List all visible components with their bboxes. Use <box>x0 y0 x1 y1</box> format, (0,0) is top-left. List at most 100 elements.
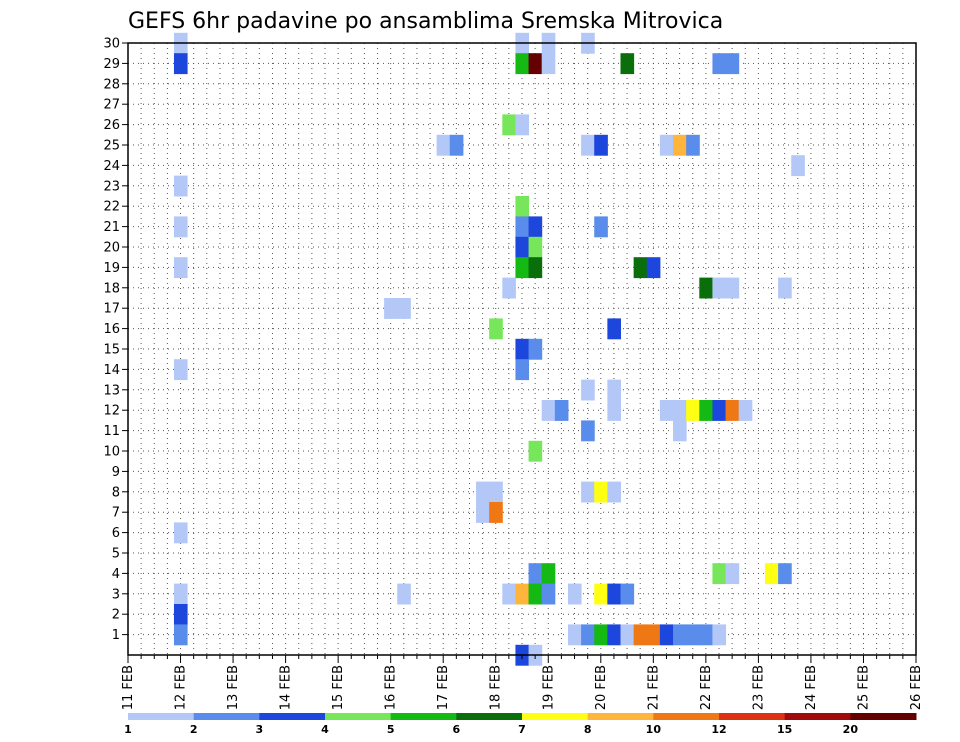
heatmap-cell <box>607 481 621 503</box>
y-tick-label: 16 <box>103 322 120 337</box>
heatmap-cell <box>173 216 188 238</box>
y-tick-label: 4 <box>112 567 120 582</box>
heatmap-cell <box>502 277 516 299</box>
y-tick-label: 25 <box>103 139 120 154</box>
heatmap-cell <box>567 624 582 646</box>
heatmap-cell <box>515 359 530 381</box>
heatmap-cell <box>489 481 503 503</box>
heatmap-cell <box>173 53 188 75</box>
heatmap-cell <box>764 563 779 585</box>
heatmap-cell <box>620 624 635 646</box>
heatmap-cell <box>515 114 530 136</box>
y-tick-label: 19 <box>103 261 120 276</box>
heatmap-cell <box>567 583 582 605</box>
heatmap-cell <box>528 236 543 258</box>
x-tick-label: 19 FEB <box>541 665 556 710</box>
y-tick-label: 17 <box>103 302 120 317</box>
heatmap-cell <box>659 134 674 156</box>
heatmap-cell <box>738 400 753 421</box>
heatmap-cell <box>673 134 687 156</box>
heatmap-cell <box>594 583 608 605</box>
heatmap-cell <box>581 134 595 156</box>
y-tick-label: 23 <box>103 179 120 194</box>
legend-swatch <box>128 713 195 720</box>
heatmap-cell <box>515 196 530 217</box>
y-tick-label: 28 <box>103 77 120 92</box>
heatmap-cell <box>659 400 674 421</box>
y-tick-label: 14 <box>103 363 120 378</box>
color-legend: 1 2 3 4 5 6 7 8 10 12 15 20 <box>124 713 917 736</box>
heatmap-cell <box>515 53 530 75</box>
heatmap-cell <box>515 257 530 279</box>
heatmap-cell <box>673 420 687 442</box>
legend-label: 6 <box>453 723 461 736</box>
y-tick-label: 5 <box>112 547 120 562</box>
heatmap-cell <box>712 400 727 421</box>
heatmap-cell <box>528 563 543 585</box>
heatmap-cell <box>515 338 530 360</box>
heatmap-cell <box>397 583 411 605</box>
legend-label: 3 <box>256 723 264 736</box>
heatmap-cell <box>620 583 635 605</box>
y-tick-label: 27 <box>103 98 120 113</box>
y-tick-label: 3 <box>112 587 120 602</box>
y-tick-label: 1 <box>112 628 120 643</box>
heatmap-cell <box>515 236 530 258</box>
heatmap-cell <box>699 277 713 299</box>
heatmap-cell <box>581 624 595 646</box>
legend-swatch <box>325 713 392 720</box>
x-tick-label: 11 FEB <box>121 665 136 710</box>
x-tick-label: 20 FEB <box>594 665 609 710</box>
y-tick-label: 9 <box>112 465 120 480</box>
legend-label: 2 <box>190 723 198 736</box>
grid-lines <box>128 42 916 655</box>
heatmap-cell <box>528 338 543 360</box>
heatmap-cell <box>712 277 727 299</box>
heatmap-cell <box>502 583 516 605</box>
x-tick-label: 16 FEB <box>384 665 399 710</box>
heatmap-cell <box>476 502 490 523</box>
heatmap-cell <box>384 298 398 319</box>
heatmap-cell <box>778 563 792 585</box>
legend-label: 1 <box>124 723 132 736</box>
y-tick-label: 26 <box>103 118 120 133</box>
legend-label: 8 <box>584 723 592 736</box>
heatmap-cell <box>791 155 805 177</box>
heatmap-cell <box>673 400 687 421</box>
heatmap-cell <box>436 134 451 156</box>
heatmap-cell <box>173 624 188 646</box>
x-tick-label: 24 FEB <box>804 665 819 710</box>
heatmap-cell <box>633 624 648 646</box>
legend-label: 4 <box>321 723 329 736</box>
legend-label: 5 <box>387 723 395 736</box>
legend-swatch <box>522 713 589 720</box>
legend-swatch <box>259 713 326 720</box>
legend-label: 7 <box>518 723 526 736</box>
heatmap-cell <box>712 53 727 75</box>
heatmap-cell <box>594 481 608 503</box>
heatmap-cell <box>528 583 543 605</box>
heatmap-cell <box>594 624 608 646</box>
y-tick-label: 12 <box>103 404 120 419</box>
x-tick-label: 25 FEB <box>856 665 871 710</box>
legend-label: 10 <box>646 723 662 736</box>
heatmap-cell <box>646 257 661 279</box>
heatmap-cell <box>699 400 713 421</box>
heatmap-cell <box>173 604 188 625</box>
chart-title: GEFS 6hr padavine po ansamblima Sremska … <box>128 9 723 34</box>
y-tick-label: 22 <box>103 200 120 215</box>
heatmap-cell <box>659 624 674 646</box>
y-tick-label: 20 <box>103 241 120 256</box>
y-tick-label: 2 <box>112 608 120 623</box>
x-tick-label: 14 FEB <box>279 665 294 710</box>
legend-swatch <box>193 713 260 720</box>
heatmap-cell <box>502 114 516 136</box>
x-tick-label: 26 FEB <box>909 665 924 710</box>
heatmap-cell <box>673 624 687 646</box>
x-tick-label: 13 FEB <box>226 665 241 710</box>
heatmap-cell <box>712 563 727 585</box>
x-tick-label: 21 FEB <box>646 665 661 710</box>
y-tick-label: 30 <box>103 37 120 52</box>
heatmap-cell <box>725 400 740 421</box>
heatmap-cell <box>476 481 490 503</box>
